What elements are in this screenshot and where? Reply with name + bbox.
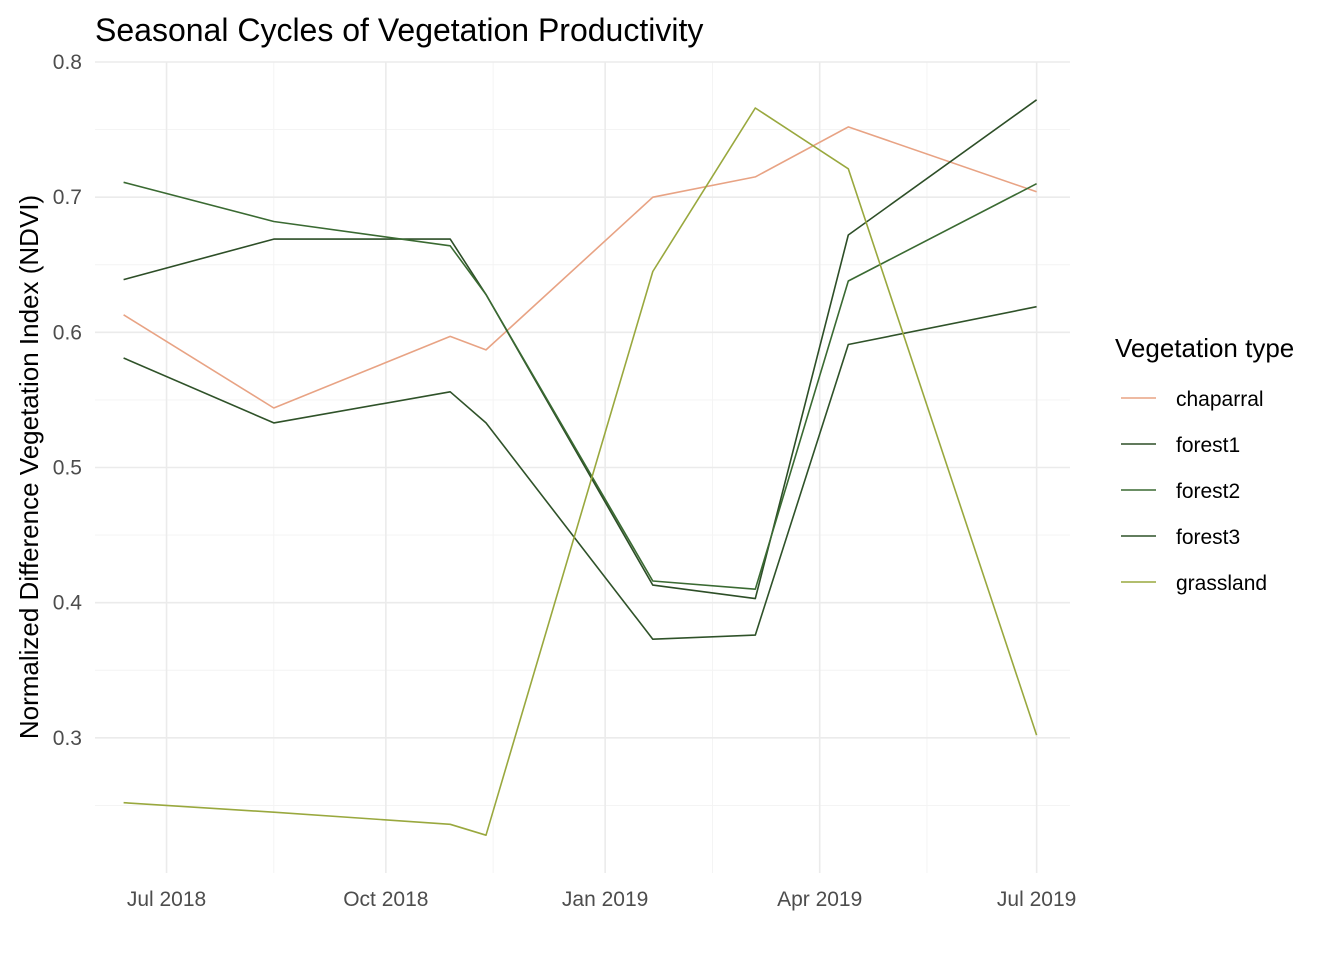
y-tick-label: 0.6 xyxy=(53,321,82,344)
y-tick-label: 0.5 xyxy=(53,457,82,480)
series-line-chaparral xyxy=(123,126,1037,409)
legend-label-chaparral: chaparral xyxy=(1176,388,1264,411)
x-tick-label: Jan 2019 xyxy=(562,888,648,911)
chart-title: Seasonal Cycles of Vegetation Productivi… xyxy=(95,12,703,48)
series-line-grassland xyxy=(123,107,1038,837)
series-lines xyxy=(123,99,1038,837)
y-tick-label: 0.3 xyxy=(53,727,82,750)
legend-item-forest3: forest3 xyxy=(1121,526,1240,549)
series-line-forest1 xyxy=(123,99,1038,600)
y-axis-title: Normalized Difference Vegetation Index (… xyxy=(14,195,44,739)
y-axis-ticks: 0.3 0.4 0.5 0.6 0.7 0.8 xyxy=(53,51,83,750)
series-line-forest3 xyxy=(123,305,1037,641)
legend-label-grassland: grassland xyxy=(1176,572,1267,595)
legend-label-forest3: forest3 xyxy=(1176,526,1240,549)
series-line-forest2 xyxy=(123,181,1037,591)
legend-items: chaparral forest1 forest2 forest3 grassland xyxy=(1121,388,1267,595)
x-tick-label: Apr 2019 xyxy=(777,888,862,911)
y-tick-label: 0.7 xyxy=(53,186,82,209)
legend-label-forest1: forest1 xyxy=(1176,434,1240,457)
x-tick-label: Jul 2018 xyxy=(127,888,206,911)
legend-item-forest2: forest2 xyxy=(1121,480,1240,503)
y-tick-label: 0.4 xyxy=(53,592,83,615)
y-tick-label: 0.8 xyxy=(53,51,82,74)
x-tick-label: Jul 2019 xyxy=(997,888,1076,911)
x-axis-ticks: Jul 2018 Oct 2018 Jan 2019 Apr 2019 Jul 2019 xyxy=(127,888,1077,911)
legend: Vegetation type chaparral forest1 forest2 f… xyxy=(1115,333,1294,595)
grid xyxy=(95,61,1070,873)
legend-item-grassland: grassland xyxy=(1121,572,1267,595)
legend-item-forest1: forest1 xyxy=(1121,434,1240,457)
legend-title: Vegetation type xyxy=(1115,333,1294,363)
legend-item-chaparral: chaparral xyxy=(1121,388,1264,411)
x-tick-label: Oct 2018 xyxy=(343,888,428,911)
legend-label-forest2: forest2 xyxy=(1176,480,1240,503)
